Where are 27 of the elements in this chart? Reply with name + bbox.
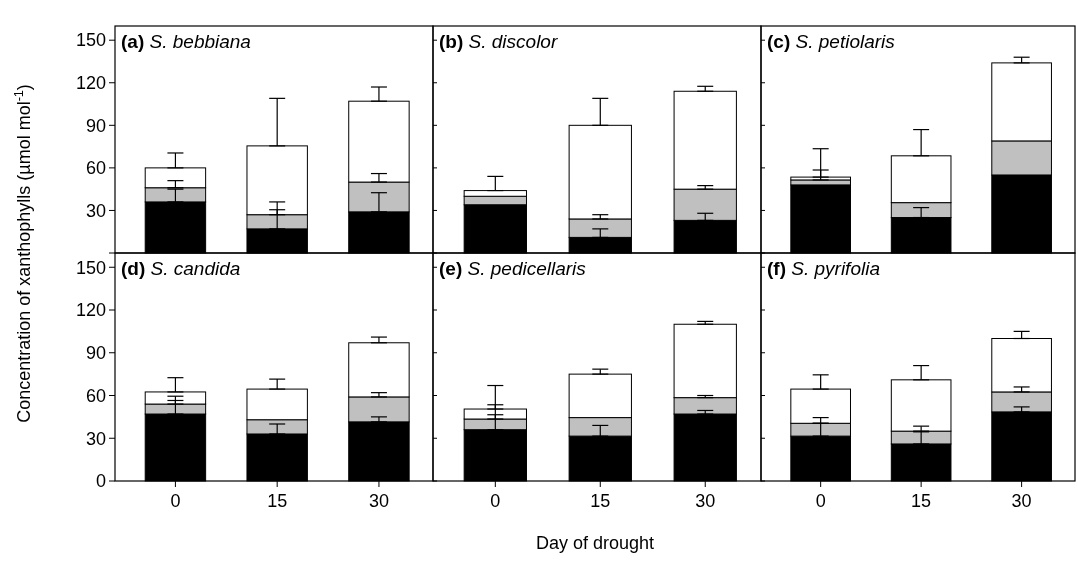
chart-title: (b) S. discolor [439, 31, 558, 52]
x-tick-label: 30 [368, 491, 389, 511]
y-tick-label: 30 [85, 200, 106, 221]
y-tick-label: 90 [85, 343, 106, 364]
y-tick-label: 60 [85, 158, 106, 179]
y-tick-label: 0 [95, 471, 106, 492]
x-tick-label: 30 [1011, 491, 1032, 511]
chart-title: (a) S. bebbiana [121, 31, 251, 52]
y-tick-label: 150 [75, 257, 106, 278]
x-tick-label: 30 [695, 491, 716, 511]
x-tick-label: 15 [911, 491, 932, 511]
chart-title: (c) S. petiolaris [767, 31, 896, 52]
chart-title: (e) S. pedicellaris [439, 258, 587, 279]
y-tick-label: 120 [75, 300, 106, 321]
y-tick-label: 30 [85, 428, 106, 449]
x-axis-title: Day of drought [535, 533, 655, 553]
y-tick-label: 150 [75, 30, 106, 51]
chart-title: (d) S. candida [121, 258, 241, 279]
x-tick-label: 0 [815, 491, 826, 511]
y-tick-label: 60 [85, 385, 106, 406]
x-tick-label: 0 [170, 491, 181, 511]
x-tick-label: 15 [267, 491, 288, 511]
x-tick-label: 0 [490, 491, 501, 511]
x-tick-label: 15 [590, 491, 611, 511]
y-tick-label: 120 [75, 73, 106, 94]
chart-title: (f) S. pyrifolia [767, 258, 880, 279]
y-tick-label: 90 [85, 115, 106, 136]
